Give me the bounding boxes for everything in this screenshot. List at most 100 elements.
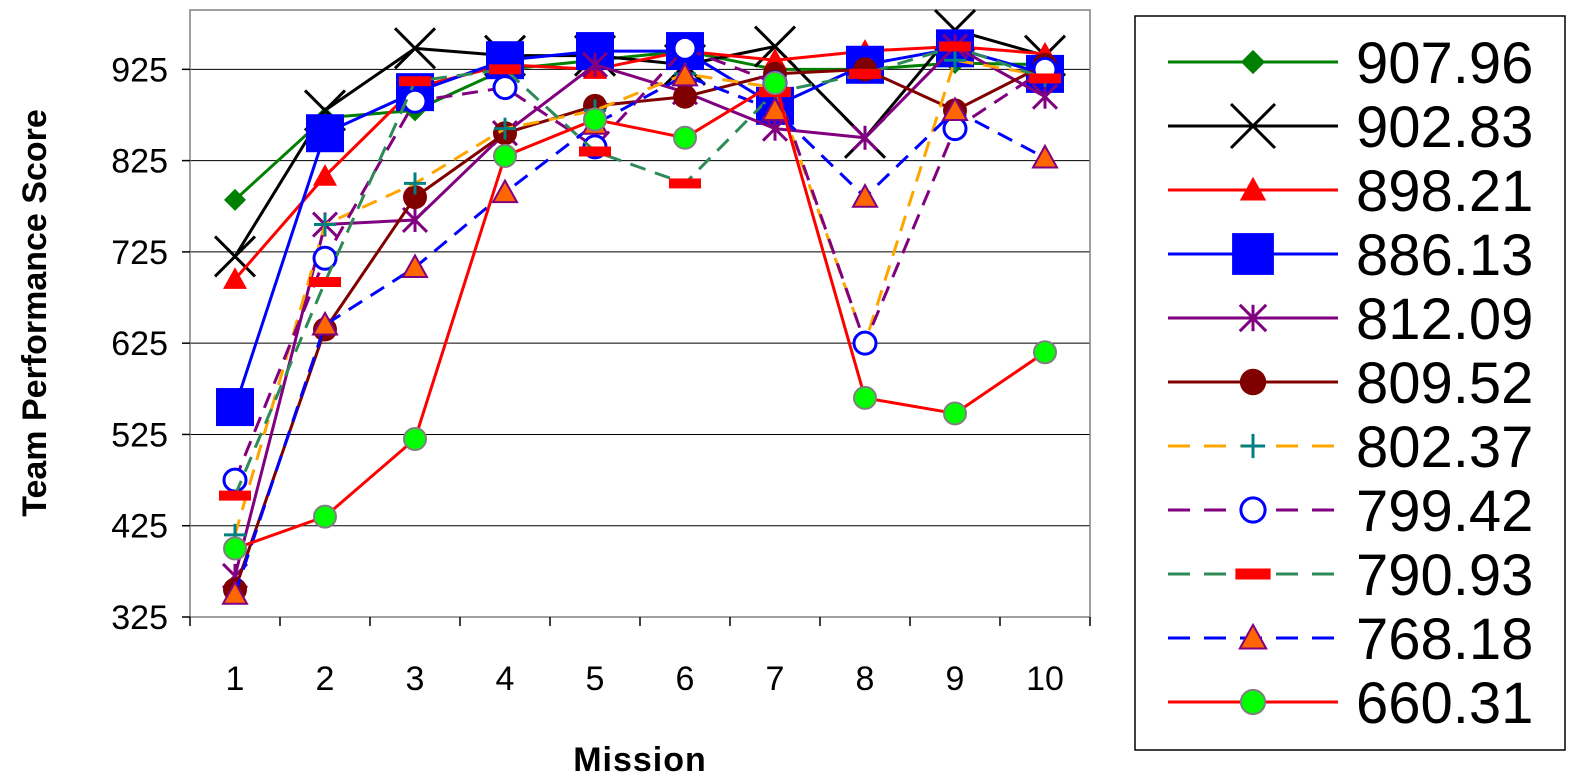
data-point <box>404 172 426 195</box>
data-point <box>399 76 431 87</box>
data-point <box>673 84 697 109</box>
data-point <box>402 88 428 114</box>
series-line <box>233 49 1046 201</box>
data-point <box>313 504 337 529</box>
data-point <box>224 188 246 211</box>
data-point <box>1029 73 1061 84</box>
data-point <box>216 388 254 427</box>
data-point <box>583 107 607 132</box>
data-point <box>491 178 519 204</box>
data-point <box>401 206 429 234</box>
legend-marker <box>1239 688 1267 716</box>
data-point <box>489 64 521 75</box>
legend-label: 799.42 <box>1356 479 1533 544</box>
data-point <box>312 245 338 271</box>
x-tick-label: 2 <box>316 660 335 698</box>
data-point <box>944 49 966 72</box>
legend-label: 898.21 <box>1356 159 1533 224</box>
y-tick-label: 525 <box>111 416 168 454</box>
y-tick-label: 925 <box>111 51 168 89</box>
series-5 <box>221 33 1059 589</box>
data-point <box>401 253 429 279</box>
data-point-stroke <box>213 235 257 278</box>
legend-entry: 809.52 <box>1168 351 1533 416</box>
legend-label: 886.13 <box>1356 223 1533 288</box>
x-tick-label: 9 <box>946 660 965 698</box>
data-point <box>492 75 518 101</box>
legend-marker <box>1229 102 1277 150</box>
legend-marker <box>1235 568 1271 580</box>
legend-entry: 790.93 <box>1168 543 1533 608</box>
data-point <box>671 61 699 87</box>
legend: 907.96902.83898.21886.13812.09809.52802.… <box>1134 15 1566 751</box>
data-point <box>306 114 344 153</box>
y-tick-label: 825 <box>111 143 168 181</box>
legend-entry: 886.13 <box>1168 223 1533 288</box>
series-line <box>233 45 1046 497</box>
data-point <box>403 185 427 210</box>
series-6 <box>223 52 1057 602</box>
series-group <box>213 9 1067 605</box>
x-tick-label: 10 <box>1026 660 1064 698</box>
data-point <box>673 125 697 150</box>
data-point <box>494 117 516 140</box>
data-point <box>1031 143 1059 169</box>
x-tick-label: 5 <box>586 660 605 698</box>
series-line <box>233 74 1046 595</box>
data-point <box>223 267 247 289</box>
legend-entry: 907.96 <box>1168 31 1533 96</box>
data-point <box>1033 340 1057 365</box>
series-8 <box>222 35 1058 493</box>
data-point <box>669 178 701 189</box>
series-11 <box>223 71 1057 561</box>
y-tick-label: 425 <box>111 508 168 546</box>
legend-marker <box>1239 496 1267 524</box>
data-point <box>313 164 337 186</box>
data-point <box>493 144 517 169</box>
data-point <box>1031 83 1059 110</box>
data-point <box>314 213 336 236</box>
series-line <box>233 58 1046 536</box>
data-point-stroke <box>393 27 437 70</box>
data-point <box>219 490 251 501</box>
series-line <box>233 46 1046 408</box>
legend-entry: 660.31 <box>1168 671 1533 736</box>
data-point <box>222 467 248 493</box>
x-tick-label: 7 <box>766 660 785 698</box>
data-point <box>852 330 878 356</box>
x-tick-label: 3 <box>406 660 425 698</box>
y-axis-title: Team Performance Score <box>16 109 54 517</box>
legend-label: 660.31 <box>1356 671 1533 736</box>
legend-marker <box>1238 622 1268 650</box>
x-tick-label: 6 <box>676 660 695 698</box>
legend-marker <box>1232 233 1274 275</box>
legend-label: 812.09 <box>1356 287 1533 352</box>
y-tick-label: 625 <box>111 325 168 363</box>
y-tick-label: 725 <box>111 234 168 272</box>
legend-marker <box>1239 368 1267 396</box>
series-10 <box>221 61 1059 605</box>
series-line <box>233 45 1046 281</box>
legend-marker <box>1238 303 1268 333</box>
data-point <box>853 385 877 410</box>
data-point <box>311 310 339 336</box>
legend-label: 802.37 <box>1356 415 1533 480</box>
series-9 <box>219 41 1061 501</box>
y-tick-label: 325 <box>111 599 168 637</box>
data-point <box>221 580 249 605</box>
data-point <box>939 41 971 52</box>
x-tick-label: 8 <box>856 660 875 698</box>
legend-label: 902.83 <box>1356 95 1533 160</box>
legend-entry: 768.18 <box>1168 607 1533 672</box>
data-point <box>943 401 967 426</box>
series-line <box>233 46 1046 481</box>
data-point <box>849 68 881 79</box>
data-point <box>941 96 969 122</box>
data-point <box>309 277 341 288</box>
series-line <box>233 63 1046 591</box>
legend-label: 768.18 <box>1356 607 1533 672</box>
x-tick-label: 4 <box>496 660 515 698</box>
legend-entry: 902.83 <box>1168 95 1533 160</box>
legend-label: 809.52 <box>1356 351 1533 416</box>
